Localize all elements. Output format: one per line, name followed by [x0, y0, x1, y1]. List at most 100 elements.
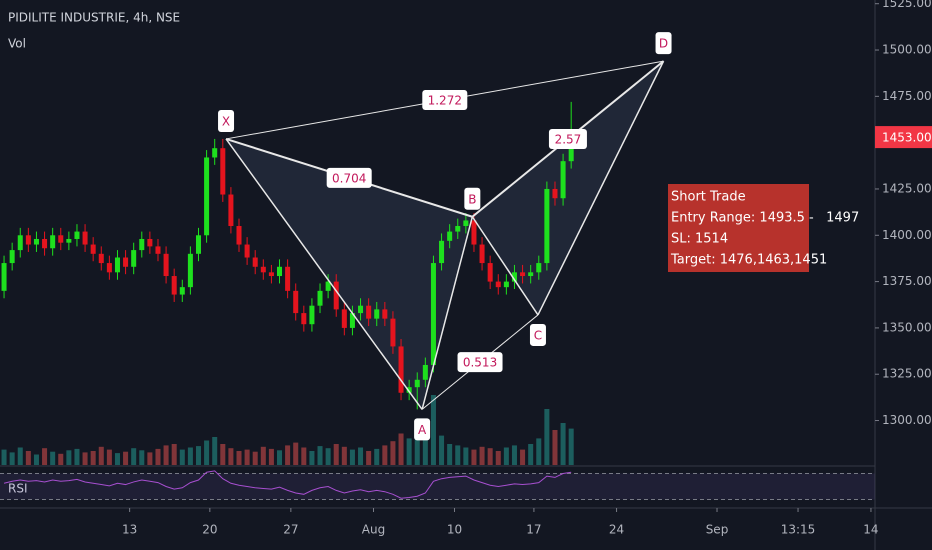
point-label: C [534, 328, 542, 342]
annotation-line: SL: 1514 [671, 232, 728, 247]
candle-body [333, 281, 339, 310]
candle-body [568, 142, 574, 162]
candle-body [244, 244, 250, 258]
candle-body [479, 244, 485, 264]
point-label: B [468, 192, 476, 206]
candle-body [374, 309, 380, 319]
y-tick-label: 1525.00 [882, 0, 932, 10]
volume-bar [1, 449, 7, 465]
volume-bar [528, 444, 534, 465]
volume-bar [244, 449, 250, 465]
point-box [529, 323, 546, 346]
rsi-line [3, 470, 572, 499]
volume-bar [163, 445, 169, 465]
candle-body [398, 346, 404, 393]
volume-bar [171, 444, 177, 465]
volume-bar [301, 447, 307, 465]
candle-body [439, 240, 445, 264]
volume-bar [74, 448, 80, 465]
candle-body [187, 253, 193, 288]
rsi-band [0, 473, 875, 500]
volume-bar [430, 395, 436, 465]
y-tick-label: 1425.00 [882, 181, 932, 195]
volume-bar [503, 447, 509, 465]
volume-bar [42, 448, 48, 465]
candle-body [1, 263, 7, 291]
y-tick-label: 1400.00 [882, 228, 932, 242]
volume-bar [333, 444, 339, 465]
candle-body [487, 263, 493, 282]
pattern-fill [226, 138, 473, 410]
ratio-label: 0.513 [463, 356, 497, 370]
y-tick-label: 1325.00 [882, 367, 932, 381]
volume-bar [179, 449, 185, 465]
candle-body [179, 287, 185, 295]
volume-bar [139, 450, 145, 465]
candle-body [147, 238, 153, 247]
candle-body [358, 305, 364, 314]
volume-bar [406, 438, 412, 465]
x-tick-label: 17 [526, 523, 541, 537]
volume-bar [220, 444, 226, 465]
candle-body [455, 226, 461, 232]
rsi-label: RSI [8, 482, 28, 496]
candle-body [414, 379, 420, 388]
x-tick-label: 14 [863, 523, 878, 537]
volume-bar [358, 447, 364, 465]
x-tick-label: Sep [706, 523, 729, 537]
pattern-leg [471, 216, 539, 316]
volume-bar [98, 446, 104, 465]
candle-body [228, 194, 234, 227]
candle-body [50, 235, 56, 249]
volume-bar [390, 441, 396, 465]
volume-bar [366, 451, 372, 465]
point-label: X [222, 114, 230, 128]
x-tick-label: 13:15 [781, 523, 816, 537]
last-price-label: 1453.00 [882, 131, 932, 145]
candle-body [536, 263, 542, 273]
candle-body [220, 148, 226, 195]
volume-bar [309, 451, 315, 465]
volume-bar [106, 449, 112, 465]
candle-body [98, 253, 104, 264]
volume-bar [212, 437, 218, 465]
candle-body [90, 244, 96, 254]
candle-body [471, 220, 477, 245]
volume-bar [82, 452, 88, 465]
candle-body [260, 266, 266, 273]
candle-body [503, 281, 509, 288]
candle-body [236, 226, 242, 245]
candle-body [106, 263, 112, 273]
candle-body [17, 235, 23, 251]
annotation-line: Short Trade [671, 190, 746, 205]
candle-body [58, 235, 64, 243]
volume-label: Vol [8, 37, 26, 51]
volume-bar [236, 451, 242, 465]
volume-bar [487, 448, 493, 465]
annotation-line: Entry Range: 1493.5 - 1497 [671, 211, 859, 226]
pattern-leg [537, 60, 665, 316]
candle-body [82, 231, 88, 245]
pattern-leg [421, 216, 474, 410]
volume-bar [463, 447, 469, 465]
ratio-box [422, 90, 468, 111]
candle-body [430, 263, 436, 365]
annotation-line: Target: 1476,1463,1451 [670, 253, 827, 268]
candle-body [9, 250, 15, 264]
candle-body [325, 281, 331, 291]
volume-bar [268, 448, 274, 465]
candle-body [520, 272, 526, 277]
volume-bar [520, 449, 526, 465]
ratio-label: 1.272 [428, 94, 462, 108]
x-tick-label: 10 [447, 523, 462, 537]
x-tick-label: 24 [609, 523, 624, 537]
volume-bar [285, 445, 291, 465]
volume-bar [114, 453, 120, 465]
volume-bar [374, 448, 380, 465]
candle-body [195, 235, 202, 254]
candle-body [341, 309, 347, 328]
x-tick-label: 27 [283, 523, 298, 537]
y-tick-label: 1500.00 [882, 43, 932, 57]
candle-body [495, 281, 501, 288]
